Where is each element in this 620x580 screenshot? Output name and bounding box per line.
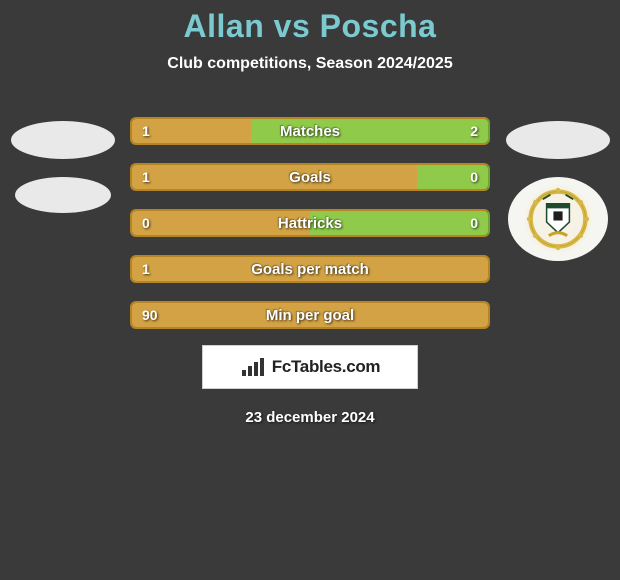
stat-left-segment (132, 257, 488, 281)
stat-row: Min per goal90 (130, 301, 490, 329)
right-crest-1 (506, 121, 610, 159)
stat-left-segment (132, 303, 488, 327)
stat-row: Matches12 (130, 117, 490, 145)
logo-text: FcTables.com (272, 357, 381, 377)
stat-right-segment (251, 119, 488, 143)
stat-row: Goals per match1 (130, 255, 490, 283)
right-crest-2 (508, 177, 608, 261)
left-crest-1 (11, 121, 115, 159)
stat-left-segment (132, 211, 310, 235)
subtitle: Club competitions, Season 2024/2025 (0, 55, 620, 73)
shield-emblem-icon (515, 181, 601, 257)
left-player-column (5, 117, 120, 213)
stat-row: Hattricks00 (130, 209, 490, 237)
stat-left-segment (132, 165, 417, 189)
right-player-column (500, 117, 615, 261)
left-crest-2 (15, 177, 111, 213)
comparison-layout: Matches12 Goals10 Hattricks00 Goals per mat… (0, 117, 620, 329)
stat-row: Goals10 (130, 163, 490, 191)
date: 23 december 2024 (0, 409, 620, 426)
bar-chart-icon (240, 356, 266, 378)
stat-right-segment (417, 165, 488, 189)
page-title: Allan vs Poscha (0, 8, 620, 45)
stats-bars: Matches12 Goals10 Hattricks00 Goals per mat… (130, 117, 490, 329)
stat-right-segment (310, 211, 488, 235)
stat-left-segment (132, 119, 251, 143)
fctables-logo[interactable]: FcTables.com (202, 345, 418, 389)
